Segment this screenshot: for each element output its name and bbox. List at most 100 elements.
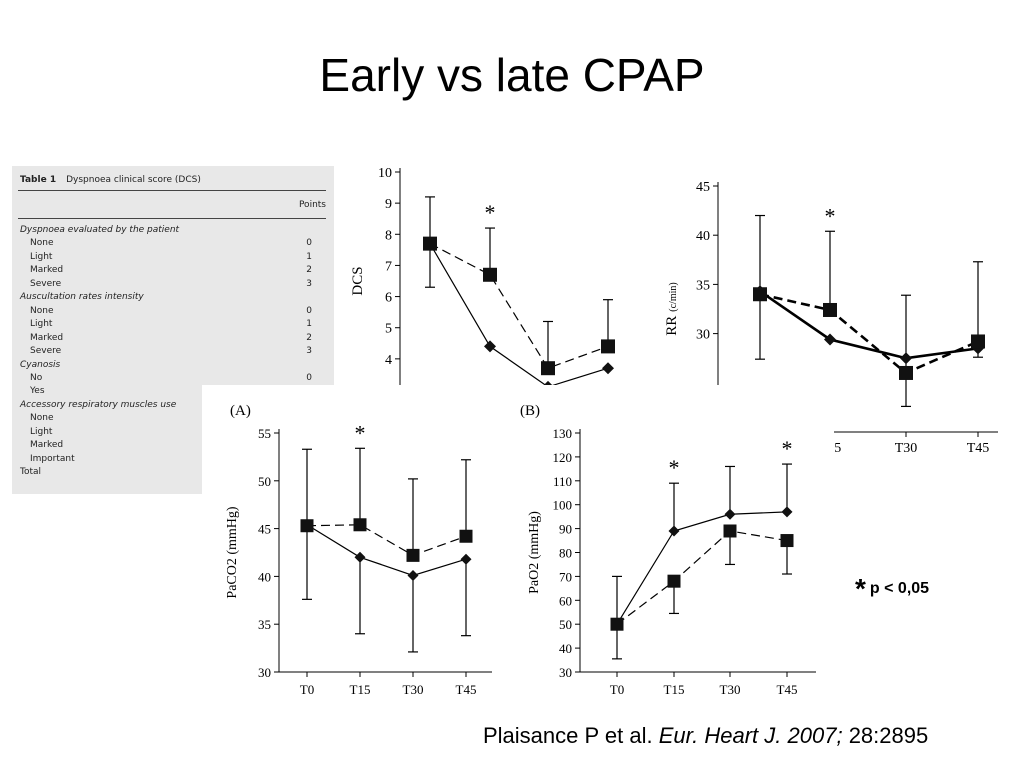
x-tick-label: T45 xyxy=(456,682,477,697)
table-row: Light 1 xyxy=(20,319,312,332)
y-axis-label: RR(c/min) xyxy=(664,282,680,335)
data-point-diamond xyxy=(668,525,680,537)
table-row-label: Total xyxy=(20,467,42,478)
y-tick-label: 30 xyxy=(258,665,271,680)
data-point-square xyxy=(780,534,794,548)
y-tick-label: 40 xyxy=(696,229,710,244)
table-row-label: Light xyxy=(30,426,53,437)
x-tick-label: T15 xyxy=(664,682,685,697)
table-row: None xyxy=(20,413,312,426)
rr-chart: 30354045T0T15T30T45RR(c/min)* xyxy=(660,170,1010,500)
table-row: None 0 xyxy=(20,306,312,319)
table-row-label: Yes xyxy=(30,386,45,397)
dcs-chart-svg: 4 5 6 7 8 9 10 DCS * xyxy=(350,166,615,393)
data-point-diamond xyxy=(824,333,836,346)
table-caption: Table 1 Dyspnoea clinical score (DCS) xyxy=(20,175,201,185)
x-tick-label: T15 xyxy=(350,682,371,697)
data-point-diamond xyxy=(900,352,912,365)
y-tick-label: 5 xyxy=(385,322,392,337)
y-tick-label: 55 xyxy=(258,426,271,441)
table-row-points: 2 xyxy=(306,332,312,343)
table-row: Severe 3 xyxy=(20,346,312,359)
table-row: Important xyxy=(20,454,312,467)
y-tick-label: 9 xyxy=(385,197,392,212)
y-tick-label: 4 xyxy=(385,353,392,368)
y-tick-label: 90 xyxy=(559,522,572,537)
table-row-points: 1 xyxy=(306,319,312,330)
table-row-label: Dyspnoea evaluated by the patient xyxy=(20,225,180,235)
data-point-square xyxy=(541,361,555,376)
data-point-square xyxy=(353,518,367,532)
table-row-label: Marked xyxy=(30,265,64,276)
table-row-points: 3 xyxy=(306,346,312,357)
y-tick-label: 40 xyxy=(559,641,572,656)
data-point-diamond xyxy=(602,362,614,375)
data-point-square xyxy=(459,529,473,543)
table-row-label: Marked xyxy=(30,440,64,451)
y-tick-label: 70 xyxy=(559,569,572,584)
series-line xyxy=(759,290,979,360)
table-rule-header xyxy=(18,218,326,219)
table-row-label: Important xyxy=(30,453,75,464)
data-point-square xyxy=(601,339,615,354)
table-row: Yes xyxy=(20,386,312,399)
data-point-diamond xyxy=(484,340,496,353)
x-tick-label: T0 xyxy=(610,682,624,697)
x-tick-label: T45 xyxy=(967,441,990,456)
table-rule-top xyxy=(18,190,326,191)
citation-journal: Eur. Heart J. 2007; xyxy=(658,723,843,748)
x-tick-label: T45 xyxy=(777,682,798,697)
y-tick-label: 50 xyxy=(258,474,271,489)
pao2-chart: 30 40 50 60 70 80 90 100 110 120 130 T0 T15 T30 T45 PaO… xyxy=(504,385,834,715)
y-tick-label: 130 xyxy=(553,426,573,441)
table-row-label: Light xyxy=(30,251,53,262)
table-row-points: 1 xyxy=(306,251,312,262)
data-point-diamond xyxy=(781,506,793,518)
y-tick-label: 40 xyxy=(258,569,271,584)
significance-note: * p < 0,05 xyxy=(855,573,929,605)
table-row-label: Severe xyxy=(30,278,62,289)
table-row: Severe 3 xyxy=(20,279,312,292)
series-line xyxy=(759,292,979,375)
table-row: None 0 xyxy=(20,238,312,251)
y-tick-label: 60 xyxy=(559,593,572,608)
table-row-points: 2 xyxy=(306,265,312,276)
x-tick-label: T0 xyxy=(300,682,314,697)
series-line xyxy=(429,243,609,369)
dcs-chart: 4 5 6 7 8 9 10 DCS * xyxy=(344,160,644,393)
pao2-plot: 30 40 50 60 70 80 90 100 110 120 130 T0 T15 T30 T45 PaO… xyxy=(520,403,816,697)
table-row: Light xyxy=(20,427,312,440)
table-row-label: None xyxy=(30,305,54,316)
data-point-diamond xyxy=(354,551,366,563)
table-row-points: 3 xyxy=(306,278,312,289)
data-point-square xyxy=(610,617,624,631)
data-point-square xyxy=(406,548,420,562)
table-row-label: None xyxy=(30,413,54,424)
data-point-square xyxy=(753,287,767,302)
x-tick-label: T30 xyxy=(403,682,424,697)
significance-text: p < 0,05 xyxy=(869,580,930,597)
data-point-square xyxy=(899,365,913,380)
series-line xyxy=(616,530,788,625)
data-point-square xyxy=(667,574,681,588)
data-point-diamond xyxy=(407,569,419,581)
citation-authors: Plaisance P et al. xyxy=(483,723,653,748)
table-row-points: 0 xyxy=(306,238,312,249)
y-tick-label: 30 xyxy=(559,665,572,680)
pao2-chart-svg: 30 40 50 60 70 80 90 100 110 120 130 T0 T15 T30 T45 PaO… xyxy=(520,403,816,697)
data-point-square xyxy=(971,334,985,349)
significance-star: * xyxy=(355,420,366,445)
y-tick-label: 35 xyxy=(258,617,271,632)
table-row: Marked xyxy=(20,440,312,453)
dcs-plot: 4 5 6 7 8 9 10 DCS * xyxy=(350,166,615,393)
table-row: Total xyxy=(20,467,312,480)
table-section-row: Accessory respiratory muscles use xyxy=(20,400,312,413)
table-row-label: No xyxy=(30,372,43,383)
table-row-label: Marked xyxy=(30,332,64,343)
table-row: No 0 xyxy=(20,373,312,386)
y-tick-label: 45 xyxy=(696,180,710,195)
table-row: Light 1 xyxy=(20,252,312,265)
significance-star: * xyxy=(855,573,866,604)
data-point-square xyxy=(823,302,837,317)
paco2-chart-svg: 30 35 40 45 50 55 T0 T15 T30 T45 PaCO2 (mmHg) (A) * xyxy=(225,403,492,697)
